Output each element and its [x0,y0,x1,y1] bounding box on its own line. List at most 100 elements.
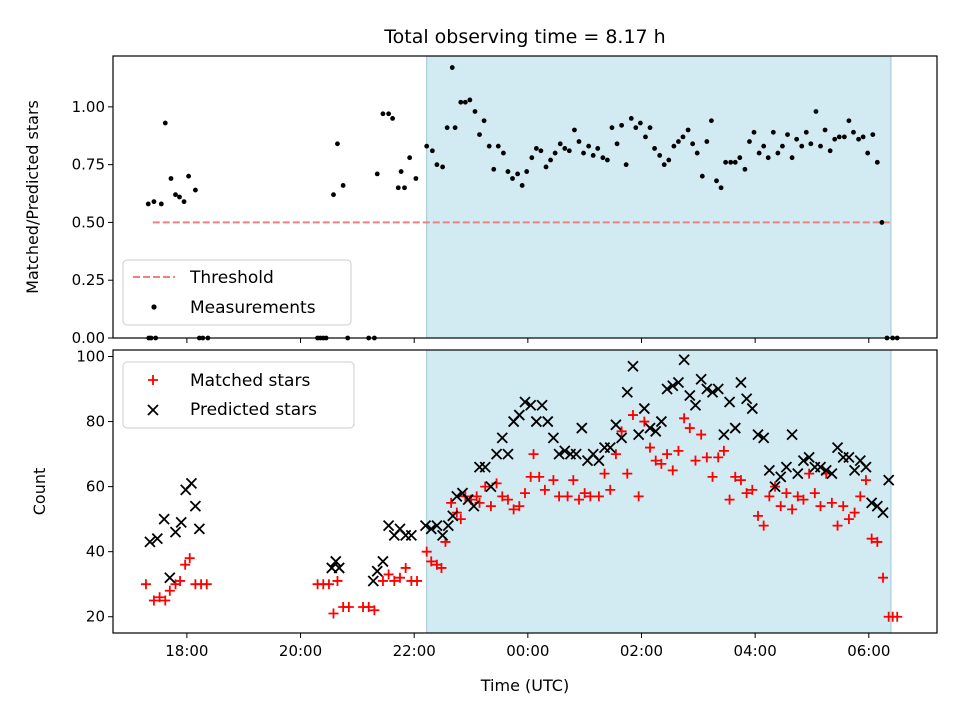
predicted-star-marker [530,415,543,428]
measurement-point [851,129,856,135]
predicted-star-marker [570,448,582,460]
measurement-point [633,125,639,131]
legend-measurements-label: Measurements [190,298,316,318]
measurement-point [704,139,710,144]
predicted-star-marker [723,396,736,408]
measurement-point [173,192,178,198]
matched-star-marker [605,484,616,495]
measurement-point [813,109,819,114]
matched-star-marker [383,569,394,580]
measurement-point [794,136,800,142]
measurement-point [799,143,805,149]
matched-star-marker [394,572,405,583]
predicted-star-marker [485,480,497,493]
measurement-point [685,127,691,133]
measurement-point [458,99,464,105]
measurement-point [676,139,681,144]
predicted-star-marker [735,376,747,389]
matched-star-marker [656,458,667,469]
chart-title: Total observing time = 8.17 h [383,26,665,48]
matched-star-marker [160,595,171,606]
matched-star-marker [610,449,621,460]
predicted-star-marker [525,399,537,411]
predicted-star-marker [553,448,565,460]
measurement-point [434,162,440,168]
matched-star-marker [525,471,536,482]
matched-star-marker [696,429,707,440]
measurement-point [879,220,885,225]
matched-star-marker [804,468,815,479]
y-tick-label: 1.00 [72,98,105,116]
measurement-point [529,155,535,161]
predicted-star-marker [158,513,170,525]
matched-star-marker [707,471,718,482]
matched-star-marker [758,520,769,531]
measurement-point [708,118,714,124]
predicted-star-marker [729,422,741,434]
x-axis-label: Time (UTC) [480,676,569,695]
predicted-star-marker [189,500,202,512]
measurement-point [860,134,866,140]
matched-star-marker [843,514,854,525]
measurement-point [756,150,762,156]
predicted-star-marker [820,464,832,476]
measurement-point [699,173,705,179]
matched-star-marker [838,501,849,512]
predicted-star-marker [169,526,182,538]
bottom-observing-window [426,349,892,634]
measurement-point [510,176,515,181]
predicted-star-marker [151,533,163,545]
y-tick-label: 80 [86,413,105,431]
measurement-point [193,187,198,193]
x-tick-label: 20:00 [279,642,322,660]
measurement-point [770,129,776,135]
measurement-point [775,150,781,156]
matched-star-marker [184,553,195,564]
x-tick-label: 04:00 [734,642,777,660]
matched-star-marker [455,514,466,525]
matched-star-marker [690,455,701,466]
matched-star-marker [741,488,752,499]
measurement-point [647,125,653,131]
measurement-point [765,155,771,161]
predicted-star-marker [536,399,548,411]
matched-star-marker [534,471,545,482]
predicted-star-marker [604,441,616,454]
predicted-star-marker [769,480,781,493]
matched-star-marker [502,494,513,505]
measurement-point [803,129,809,135]
measurement-point [402,185,407,191]
matched-star-marker [363,601,374,612]
predicted-star-marker [542,415,554,428]
matched-star-marker [585,491,596,502]
matched-star-marker [554,491,565,502]
x-tick-label: 00:00 [506,642,549,660]
matched-star-marker [809,488,820,499]
measurement-point [543,164,549,170]
matched-star-marker [627,410,638,421]
predicted-star-marker [758,432,770,444]
matched-star-marker [514,501,525,512]
legend-predicted-label: Predicted stars [190,400,317,420]
bottom-series-predicted-stars [144,354,895,587]
matched-star-marker [568,475,579,486]
predicted-star-marker [547,432,560,444]
legend-predicted-swatch [147,404,159,416]
predicted-star-marker [496,432,508,444]
predicted-star-marker [848,464,861,476]
matched-star-marker [539,484,550,495]
measurement-point [462,99,468,105]
top-legend: Threshold Measurements [122,259,352,326]
predicted-star-marker [746,402,758,415]
measurement-point [390,116,395,121]
x-tick-label: 06:00 [847,642,890,660]
measurement-point [181,199,187,205]
measurement-point [562,146,568,151]
measurement-point [491,166,497,172]
predicted-star-marker [860,461,872,473]
predicted-star-marker [185,477,198,490]
predicted-star-marker [627,360,639,372]
measurement-point [643,134,648,140]
matched-star-marker [855,491,866,502]
matched-star-marker [593,491,604,502]
